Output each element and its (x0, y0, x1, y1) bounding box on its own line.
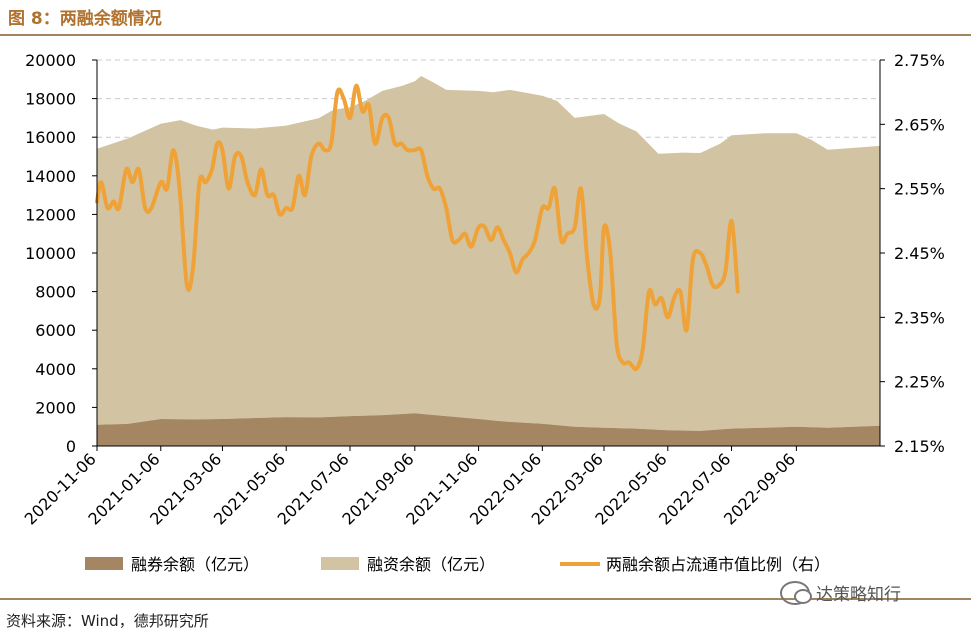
margin-balance-area (97, 76, 880, 431)
legend-label: 融券余额（亿元） (131, 555, 259, 574)
wechat-logo-icon (780, 580, 812, 605)
watermark: 达策略知行 (780, 580, 901, 605)
legend-label: 融资余额（亿元） (367, 555, 495, 574)
watermark-text: 达策略知行 (816, 585, 901, 605)
left-axis-ticks: 0 2000 4000 6000 8000 10000 12000 14000 16000 180… (25, 51, 97, 456)
short-balance-area (97, 413, 880, 446)
right-tick-label: 2.55% (894, 180, 945, 199)
left-tick-label: 8000 (35, 283, 76, 302)
source-note: 资料来源：Wind，德邦研究所 (6, 612, 209, 630)
left-tick-label: 2000 (35, 398, 76, 417)
left-tick-label: 16000 (25, 128, 76, 147)
legend-swatch (85, 557, 123, 570)
left-tick-label: 14000 (25, 167, 76, 186)
legend-label: 两融余额占流通市值比例（右） (606, 555, 830, 574)
right-tick-label: 2.15% (894, 437, 945, 456)
right-tick-label: 2.35% (894, 308, 945, 327)
footer-rule (0, 598, 971, 600)
left-tick-label: 12000 (25, 205, 76, 224)
ratio-line (95, 83, 740, 372)
title-rule (0, 34, 971, 36)
left-tick-label: 18000 (25, 90, 76, 109)
left-tick-label: 6000 (35, 321, 76, 340)
chart: 0 2000 4000 6000 8000 10000 12000 14000 16000 180… (21, 51, 945, 574)
right-tick-label: 2.25% (894, 373, 945, 392)
right-tick-label: 2.65% (894, 115, 945, 134)
legend: 融券余额（亿元） 融资余额（亿元） 两融余额占流通市值比例（右） (85, 555, 830, 574)
figure-title: 图 8：两融余额情况 (8, 9, 162, 29)
x-axis-ticks: 2020-11-062021-01-062021-03-062021-05-06… (21, 446, 799, 529)
left-tick-label: 0 (66, 437, 76, 456)
right-tick-label: 2.45% (894, 244, 945, 263)
left-tick-label: 10000 (25, 244, 76, 263)
left-tick-label: 20000 (25, 51, 76, 70)
right-tick-label: 2.75% (894, 51, 945, 70)
legend-swatch (321, 557, 359, 570)
right-axis-ticks: 2.15% 2.25% 2.35% 2.45% 2.55% 2.65% 2.75% (880, 51, 945, 456)
left-tick-label: 4000 (35, 360, 76, 379)
